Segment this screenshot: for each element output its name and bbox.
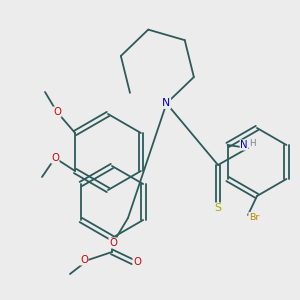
Text: Br: Br xyxy=(249,212,259,221)
Text: O: O xyxy=(109,238,117,248)
Text: O: O xyxy=(51,153,59,163)
Text: N: N xyxy=(240,140,248,150)
Text: N: N xyxy=(162,98,171,108)
Text: O: O xyxy=(133,257,141,267)
Text: O: O xyxy=(80,255,88,265)
Text: S: S xyxy=(214,203,221,213)
Text: O: O xyxy=(53,107,61,117)
Text: H: H xyxy=(249,139,255,148)
